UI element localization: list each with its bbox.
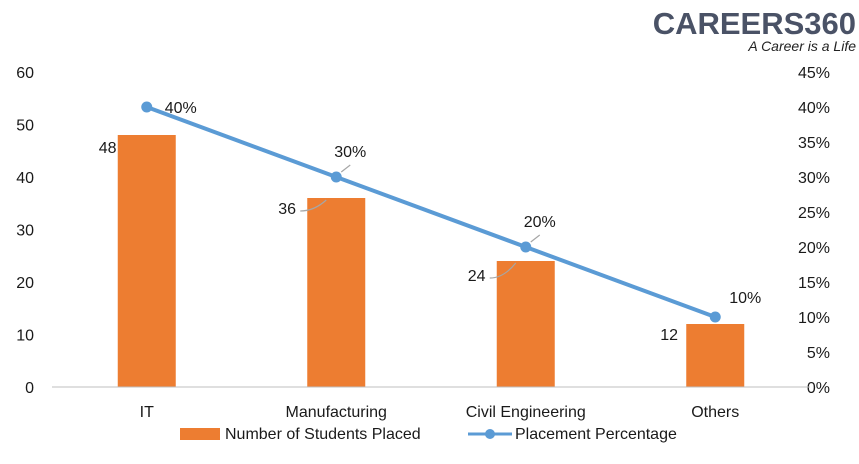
right-tick-label: 40% xyxy=(798,100,830,117)
logo-tagline: A Career is a Life xyxy=(747,38,856,54)
right-tick-label: 35% xyxy=(798,135,830,152)
category-label: Others xyxy=(691,404,739,421)
line-point-it xyxy=(141,101,153,113)
left-tick-label: 10 xyxy=(16,328,34,345)
right-tick-label: 45% xyxy=(798,65,830,82)
bar-series xyxy=(117,135,745,387)
label-leader-lines xyxy=(300,164,541,279)
line-point-civil-engineering xyxy=(520,241,532,253)
right-tick-label: 5% xyxy=(807,345,830,362)
category-label: Manufacturing xyxy=(286,404,387,421)
right-tick-label: 30% xyxy=(798,170,830,187)
line-label-leader xyxy=(530,234,541,243)
bar-civil-engineering xyxy=(496,261,555,387)
legend-swatch-bar xyxy=(180,428,220,440)
bar-manufacturing xyxy=(307,198,366,387)
bar-label-leader xyxy=(300,199,327,212)
category-label: Civil Engineering xyxy=(466,404,586,421)
left-tick-label: 0 xyxy=(25,380,34,397)
legend-swatch-marker xyxy=(485,429,495,439)
right-tick-label: 10% xyxy=(798,310,830,327)
line-point-manufacturing xyxy=(330,171,342,183)
placement-percentage-line xyxy=(146,105,716,319)
line-series xyxy=(141,101,721,323)
legend: Number of Students Placed Placement Perce… xyxy=(180,426,677,443)
logo-wordmark: CAREERS360 xyxy=(653,6,856,41)
bar-value-label: 48 xyxy=(99,140,117,157)
right-tick-label: 15% xyxy=(798,275,830,292)
category-label: IT xyxy=(140,404,154,421)
line-value-label: 20% xyxy=(524,214,556,231)
bar-value-label: 36 xyxy=(278,201,296,218)
legend-label-line: Placement Percentage xyxy=(515,426,677,443)
bar-label-leader xyxy=(489,262,517,279)
category-labels: IT Manufacturing Civil Engineering Others xyxy=(140,404,740,421)
legend-label-bar: Number of Students Placed xyxy=(225,426,421,443)
left-tick-label: 40 xyxy=(16,170,34,187)
left-tick-label: 60 xyxy=(16,65,34,82)
line-point-others xyxy=(709,311,721,323)
left-axis-ticks: 0 10 20 30 40 50 60 xyxy=(16,65,34,397)
bar-value-label: 12 xyxy=(660,327,678,344)
right-axis-ticks: 0% 5% 10% 15% 20% 25% 30% 35% 40% 45% xyxy=(798,65,830,397)
left-tick-label: 20 xyxy=(16,275,34,292)
right-tick-label: 0% xyxy=(807,380,830,397)
careers360-logo: CAREERS360 A Career is a Life xyxy=(653,6,857,54)
right-tick-label: 25% xyxy=(798,205,830,222)
bar-data-labels: 48 36 24 12 xyxy=(99,140,678,344)
left-tick-label: 30 xyxy=(16,223,34,240)
bar-others xyxy=(686,324,745,387)
bar-it xyxy=(117,135,176,387)
left-tick-label: 50 xyxy=(16,118,34,135)
bar-value-label: 24 xyxy=(468,268,486,285)
line-value-label: 30% xyxy=(334,144,366,161)
line-value-label: 10% xyxy=(729,290,761,307)
right-tick-label: 20% xyxy=(798,240,830,257)
line-data-labels: 40% 30% 20% 10% xyxy=(165,100,762,307)
line-label-leader xyxy=(340,164,351,173)
line-value-label: 40% xyxy=(165,100,197,117)
